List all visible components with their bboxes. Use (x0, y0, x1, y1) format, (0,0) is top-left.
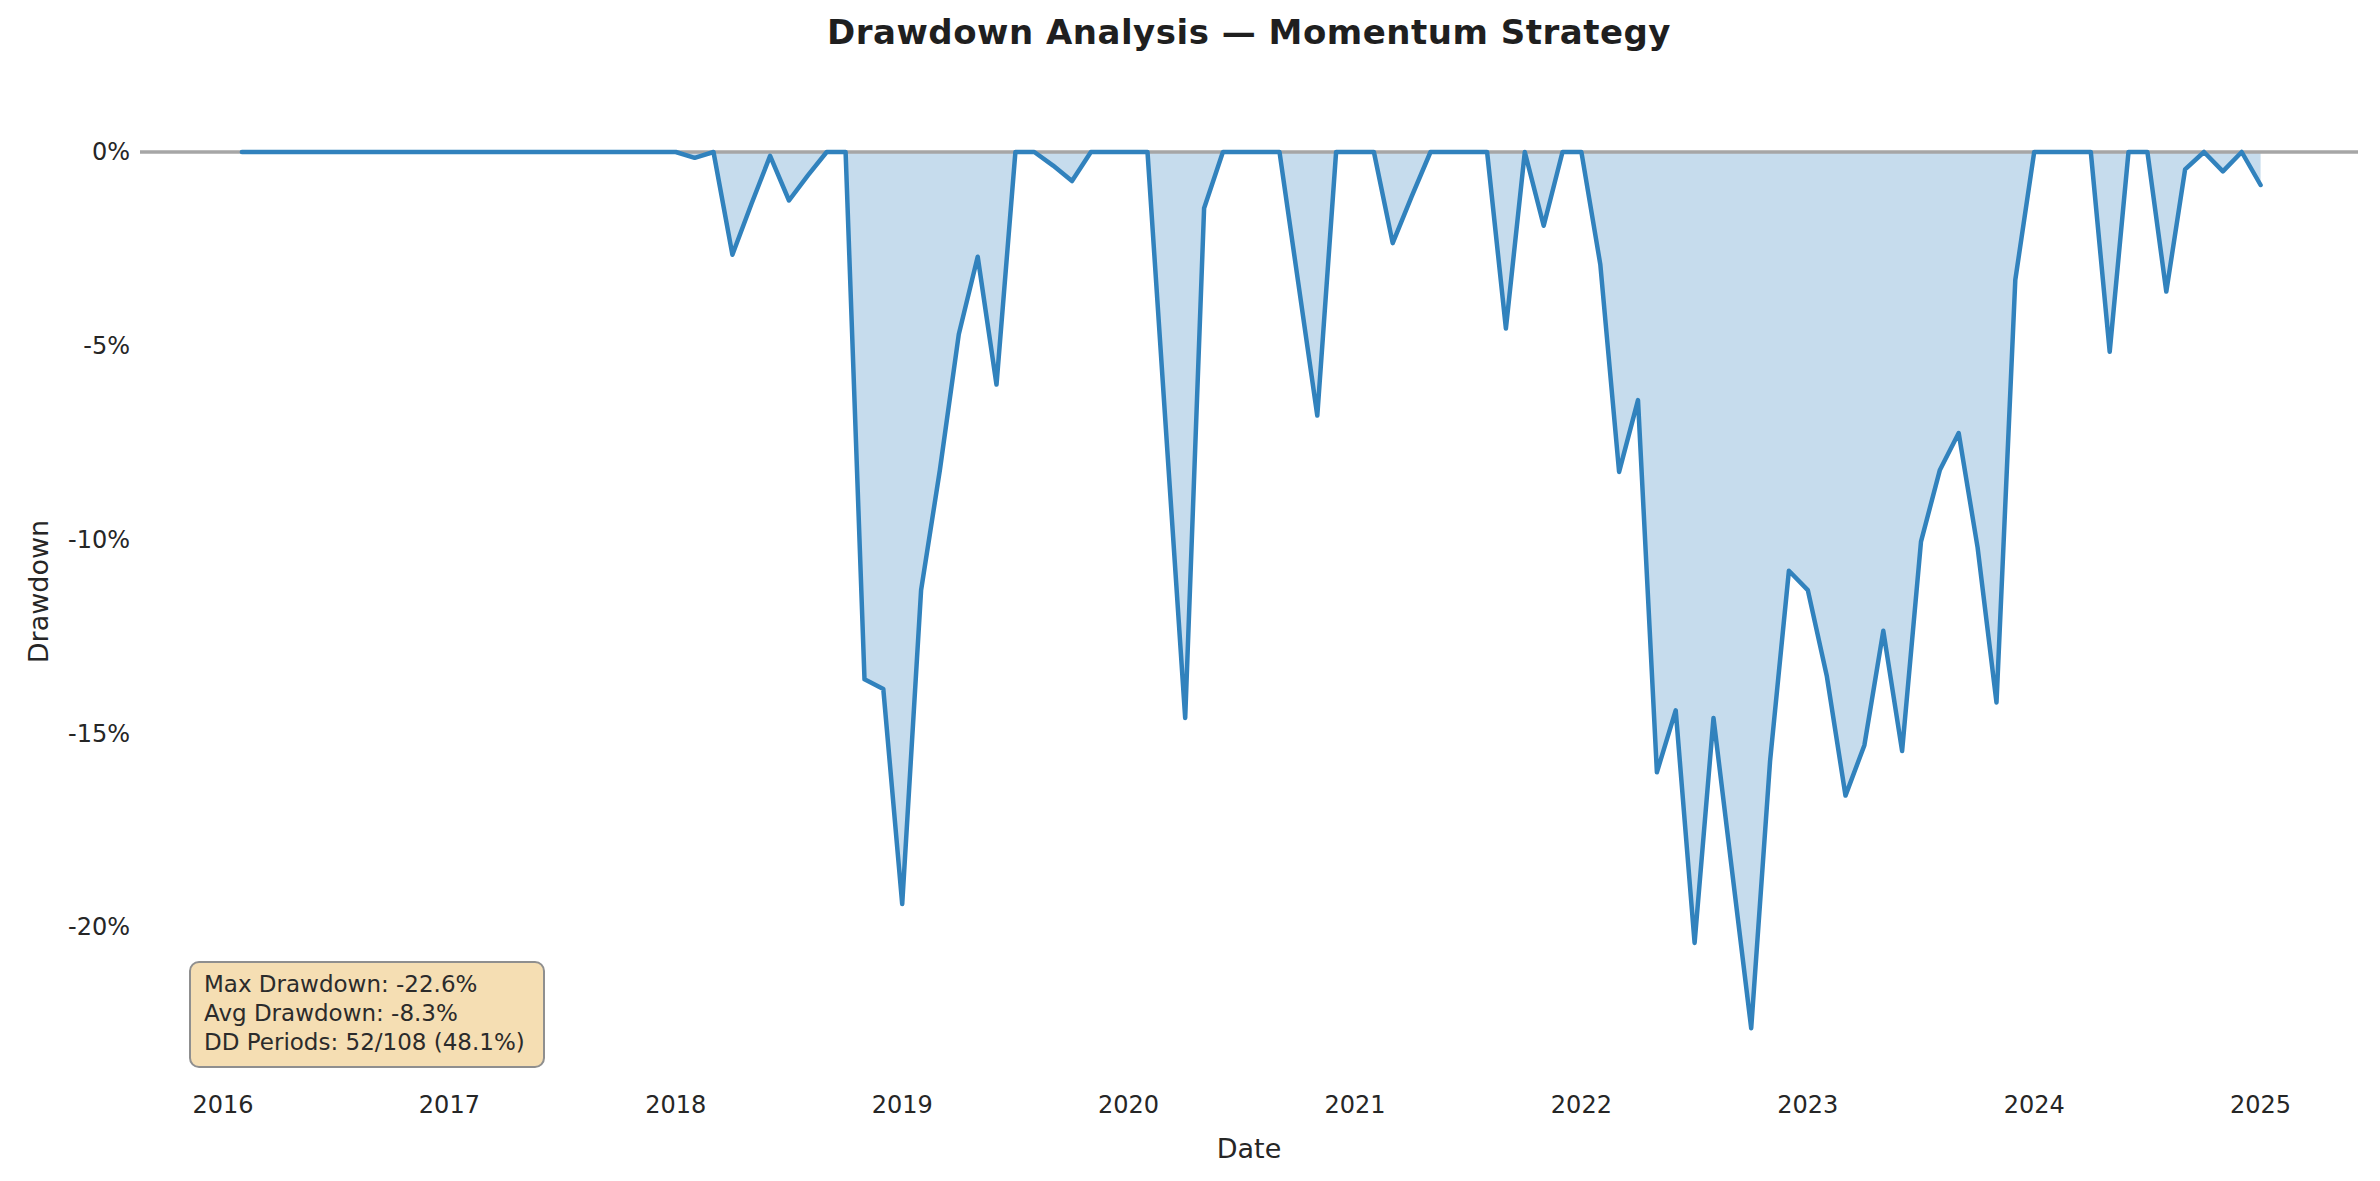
x-tick-label: 2025 (2181, 1091, 2341, 1119)
x-tick-label: 2016 (143, 1091, 303, 1119)
x-tick-label: 2020 (1049, 1091, 1209, 1119)
y-tick-label: -5% (20, 332, 130, 360)
y-tick-label: -20% (20, 913, 130, 941)
x-axis-title: Date (140, 1133, 2358, 1164)
x-tick-label: 2023 (1728, 1091, 1888, 1119)
x-tick-label: 2022 (1501, 1091, 1661, 1119)
avg-drawdown-stat: Avg Drawdown: -8.3% (204, 999, 531, 1028)
y-axis-title: Drawdown (23, 492, 54, 692)
y-tick-label: 0% (20, 138, 130, 166)
stats-annotation-box: Max Drawdown: -22.6% Avg Drawdown: -8.3%… (189, 961, 545, 1068)
x-tick-label: 2024 (1954, 1091, 2114, 1119)
y-tick-label: -15% (20, 720, 130, 748)
drawdown-area-fill (242, 152, 2261, 1028)
dd-periods-stat: DD Periods: 52/108 (48.1%) (204, 1028, 531, 1057)
max-drawdown-stat: Max Drawdown: -22.6% (204, 970, 531, 999)
x-tick-label: 2021 (1275, 1091, 1435, 1119)
x-tick-label: 2017 (369, 1091, 529, 1119)
drawdown-chart-figure: Drawdown Analysis — Momentum Strategy 0%… (0, 0, 2380, 1181)
x-tick-label: 2019 (822, 1091, 982, 1119)
x-tick-label: 2018 (596, 1091, 756, 1119)
